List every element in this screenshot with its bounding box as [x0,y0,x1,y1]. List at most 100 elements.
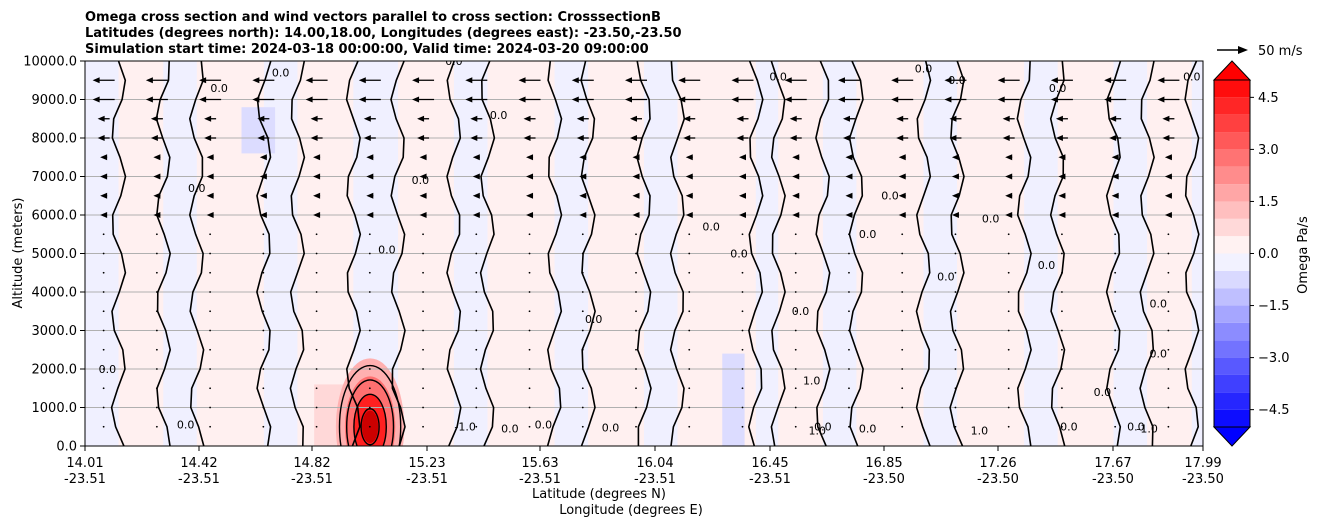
wind-vector [262,252,265,255]
contour-label: 0.0 [881,190,899,203]
wind-vector-head [518,96,526,103]
wind-vector-head [526,173,534,180]
wind-vector-head [257,115,265,122]
wind-vector-head [92,96,100,103]
quiver-key-label: 50 m/s [1258,44,1303,59]
x-tick-label-lat: 16.45 [751,456,788,471]
contour-label: 0.0 [814,421,832,434]
wind-vector [315,233,318,236]
title-line-3: Simulation start time: 2024-03-18 00:00:… [85,42,649,57]
contour-line [770,61,786,446]
wind-vector [741,368,744,370]
wind-vector [581,329,584,332]
wind-vector [901,252,904,255]
wind-vector-head [842,115,850,122]
grid-lines [85,99,1203,408]
wind-vector-head [845,154,853,161]
wind-vector-head [685,173,693,180]
wind-vector [688,233,691,236]
wind-vector [1061,252,1063,255]
wind-vector [102,233,105,236]
wind-vector-head [678,77,686,84]
wind-vector-head [206,192,214,199]
contour-line [1105,61,1122,446]
contour-label: 0.0 [585,313,603,326]
wind-vector [901,310,904,313]
wind-vector [688,406,691,409]
contour-label: 0.0 [730,247,748,260]
wind-vector [635,329,637,332]
y-tick-label: 7000.0 [32,170,78,185]
wind-vector-head [1104,77,1112,84]
wind-vector [688,329,691,332]
wind-vector-head [313,173,321,180]
x-tick-label-lon: -23.51 [634,472,676,487]
x-tick-label-lon: -23.51 [406,472,448,487]
colorbar-segment [1214,114,1250,133]
wind-vector-head [363,115,371,122]
contour-line [353,393,387,446]
colorbar-tick-label: −3.0 [1258,351,1290,366]
colorbar-segment [1214,340,1250,358]
colorbar-segment [1214,201,1250,219]
wind-vector-head [784,77,792,84]
contour-line [110,61,127,446]
x-tick-label-lat: 16.04 [636,456,673,471]
wind-vector [581,252,584,255]
wind-vector [475,368,478,370]
quiver-key-arrow-head [1238,46,1248,54]
wind-vector [848,329,850,332]
wind-vector-head [1111,154,1119,161]
wind-vector [262,387,265,390]
wind-vector [209,291,212,293]
wind-vector-head [1162,115,1170,122]
wind-vector [475,329,478,332]
wind-vector [794,310,797,313]
wind-vector [794,252,797,255]
wind-vector-head [100,192,108,199]
wind-vectors [92,77,1180,428]
wind-vector [581,348,584,351]
wind-vector-head [419,192,427,199]
wind-vector-head [738,154,746,161]
wind-vector-head [472,154,480,161]
wind-vector-head [100,212,108,218]
wind-vector-head [526,154,534,161]
wind-vector [741,425,744,428]
wind-vector [1114,368,1117,370]
wind-vector-head [472,173,480,180]
wind-vector-head [944,96,952,103]
wind-vector-head [738,192,746,199]
title-line-1: Omega cross section and wind vectors par… [85,10,661,25]
wind-vector-head [526,212,534,218]
contour-label: 0.0 [769,70,787,83]
wind-vector-head [153,192,161,199]
wind-vector [368,329,371,332]
wind-vector [1007,291,1010,293]
wind-vector-head [625,96,633,103]
wind-vector [209,233,212,236]
wind-vector [422,271,424,274]
contour-line [155,61,172,446]
wind-vector-head [951,173,959,180]
contour-label: 0.0 [792,305,810,318]
wind-vector-head [366,173,374,180]
wind-vector [262,406,265,409]
contour-label: 0.0 [1094,386,1112,399]
wind-vector-head [579,192,587,199]
colorbar-segment [1214,80,1250,98]
wind-vector-head [100,154,108,161]
wind-vector [1007,252,1010,255]
wind-vector [155,425,158,428]
wind-vector-head [837,96,845,103]
wind-vector [848,387,850,390]
wind-vector [581,233,584,236]
wind-vector [262,291,265,293]
wind-vector [1167,368,1170,370]
omega-contours [110,61,1200,446]
colorbar-segment [1214,236,1250,254]
wind-vector [209,425,212,428]
wind-vector [262,233,265,236]
colorbar-segment [1214,253,1250,271]
